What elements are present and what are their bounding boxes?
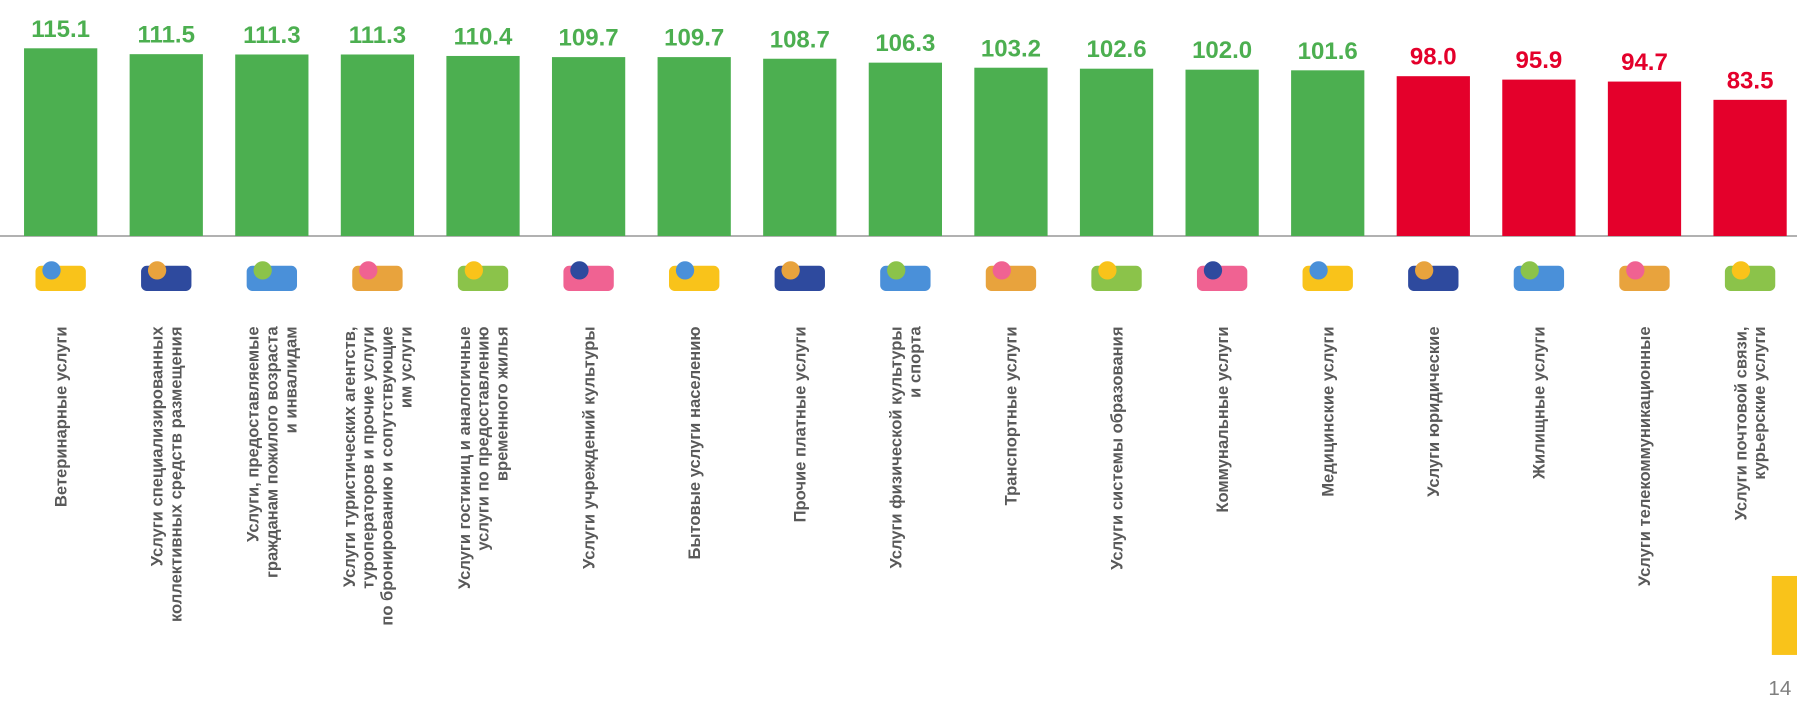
- bar: [1502, 80, 1575, 236]
- x-tick-label: Прочие платные услуги: [791, 326, 810, 522]
- decor-block: [1772, 576, 1797, 655]
- category-icon: [986, 261, 1036, 291]
- bar: [1291, 70, 1364, 236]
- category-icon: [669, 261, 719, 291]
- x-tick-label: Услуги физической культурыи спорта: [887, 326, 925, 569]
- icon-dot: [1521, 261, 1539, 279]
- x-tick-label: Жилищные услуги: [1530, 326, 1549, 480]
- bar: [446, 56, 519, 236]
- value-label: 111.3: [349, 22, 406, 49]
- icon-dot: [1415, 261, 1433, 279]
- icon-dot: [1098, 261, 1116, 279]
- value-label: 94.7: [1621, 49, 1668, 76]
- icon-dot: [42, 261, 60, 279]
- value-label: 102.0: [1192, 37, 1252, 64]
- chart: 14 115.1 Ветеринарные услуги 111.5 Услуги с…: [0, 0, 1797, 717]
- category-icon: [247, 261, 297, 291]
- bar: [974, 68, 1047, 236]
- bar: [235, 54, 308, 236]
- bar: [658, 57, 731, 236]
- category-icon: [1725, 261, 1775, 291]
- value-label: 110.4: [454, 24, 513, 51]
- value-label: 106.3: [875, 30, 935, 57]
- bar: [341, 54, 414, 236]
- icon-dot: [1204, 261, 1222, 279]
- bar: [763, 59, 836, 236]
- x-tick-label: Услуги туристических агентств,туроперато…: [340, 326, 416, 625]
- bar: [1608, 82, 1681, 236]
- value-label: 109.7: [559, 25, 619, 52]
- category-icon: [1091, 261, 1141, 291]
- category-icon: [563, 261, 613, 291]
- value-label: 109.7: [664, 25, 724, 52]
- category-icon: [1514, 261, 1564, 291]
- icon-dot: [1732, 261, 1750, 279]
- x-tick-label: Бытовые услуги населению: [685, 326, 704, 559]
- category-icon: [775, 261, 825, 291]
- bar: [1713, 100, 1786, 236]
- category-icon: [880, 261, 930, 291]
- x-tick-label: Услуги почтовой связи,курьерские услуги: [1731, 326, 1769, 520]
- icon-dot: [781, 261, 799, 279]
- value-label: 83.5: [1727, 67, 1774, 94]
- category-icon: [1619, 261, 1669, 291]
- category-icon: [35, 261, 85, 291]
- category-icon: [1408, 261, 1458, 291]
- bar: [1080, 69, 1153, 236]
- value-label: 108.7: [770, 26, 830, 53]
- page-number: 14: [1768, 677, 1791, 700]
- x-tick-label: Транспортные услуги: [1002, 326, 1021, 505]
- category-icon: [141, 261, 191, 291]
- category-icon: [458, 261, 508, 291]
- x-tick-label: Услуги учреждений культуры: [579, 326, 598, 569]
- x-tick-label: Ветеринарные услуги: [51, 326, 70, 507]
- icon-dot: [1309, 261, 1327, 279]
- value-label: 98.0: [1410, 44, 1457, 71]
- icon-dot: [887, 261, 905, 279]
- x-tick-label: Услуги, предоставляемыегражданам пожилог…: [244, 326, 301, 578]
- bar: [869, 63, 942, 236]
- category-icon: [1197, 261, 1247, 291]
- value-label: 115.1: [31, 16, 90, 43]
- icon-dot: [676, 261, 694, 279]
- value-label: 103.2: [981, 35, 1041, 62]
- bar: [1397, 76, 1470, 236]
- icon-dot: [254, 261, 272, 279]
- value-label: 101.6: [1298, 38, 1358, 65]
- category-icon: [352, 261, 402, 291]
- x-tick-label: Коммунальные услуги: [1213, 326, 1232, 512]
- x-tick-label: Услуги системы образования: [1107, 326, 1126, 569]
- icon-dot: [570, 261, 588, 279]
- icon-dot: [465, 261, 483, 279]
- x-tick-label: Услуги юридические: [1424, 326, 1443, 496]
- x-tick-label: Услуги гостиниц и аналогичныеуслуги по п…: [455, 326, 512, 589]
- bar: [130, 54, 203, 236]
- icon-dot: [359, 261, 377, 279]
- x-tick-label: Услуги специализированныхколлективных ср…: [148, 326, 186, 622]
- icon-dot: [148, 261, 166, 279]
- x-tick-label: Услуги телекоммуникационные: [1635, 326, 1654, 586]
- category-icon: [1303, 261, 1353, 291]
- bar: [552, 57, 625, 236]
- icon-dot: [993, 261, 1011, 279]
- value-label: 111.5: [138, 22, 195, 49]
- bar: [1186, 70, 1259, 236]
- bar: [24, 48, 97, 236]
- icon-dot: [1626, 261, 1644, 279]
- value-label: 95.9: [1516, 47, 1563, 74]
- value-label: 111.3: [243, 22, 300, 49]
- value-label: 102.6: [1086, 36, 1146, 63]
- x-tick-label: Медицинские услуги: [1318, 326, 1337, 496]
